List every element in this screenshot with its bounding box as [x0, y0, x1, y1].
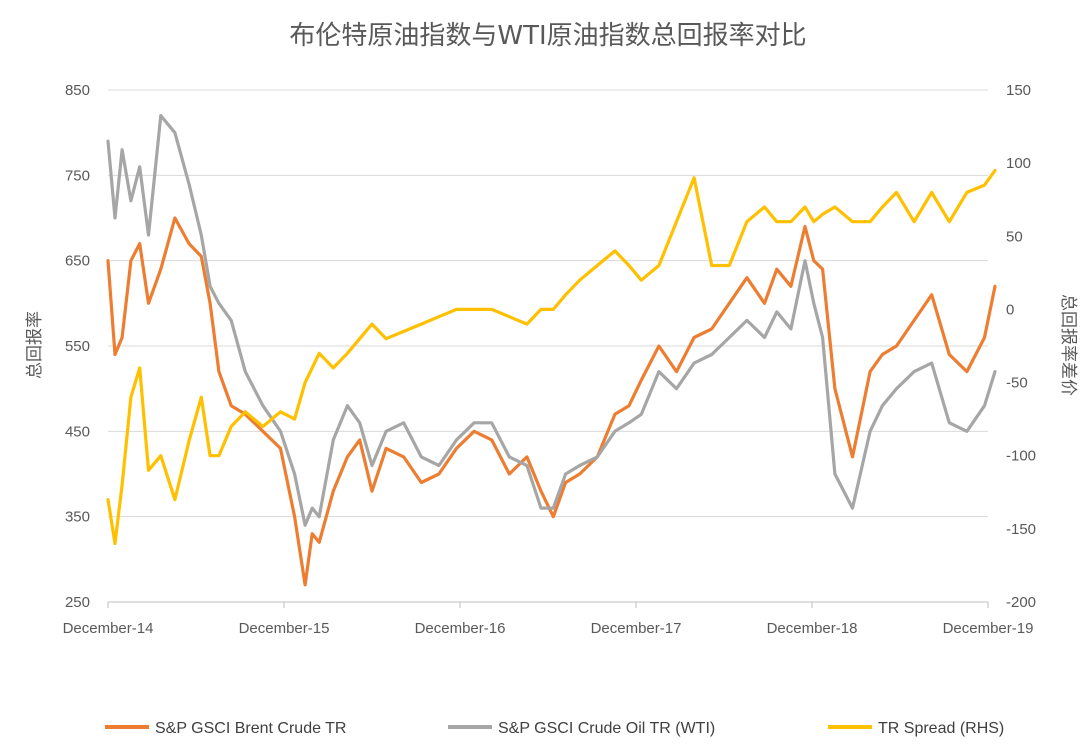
y-tick-label: 550	[65, 338, 90, 355]
y-tick-label: 750	[65, 167, 90, 184]
y-axis-title: 总回报率	[25, 311, 45, 379]
y2-tick-label: -150	[1006, 521, 1036, 538]
x-tick-label: December-16	[415, 620, 506, 637]
y-tick-label: 350	[65, 509, 90, 526]
legend-label: TR Spread (RHS)	[878, 720, 1004, 737]
y2-tick-label: 50	[1006, 228, 1023, 245]
series-line-1	[106, 113, 997, 527]
x-tick-label: December-15	[239, 620, 330, 637]
legend-label: S&P GSCI Crude Oil TR (WTI)	[498, 720, 715, 737]
legend: S&P GSCI Brent Crude TR S&P GSCI Crude Oi…	[105, 720, 1004, 737]
series-line-0	[106, 216, 997, 587]
series-line-2	[106, 168, 997, 546]
y2-tick-label: -100	[1006, 448, 1036, 465]
axes: 250 350 450 550 650 750 850 -200 -150 -100 -50 0 50 1…	[63, 82, 1036, 637]
y2-tick-label: -200	[1006, 594, 1036, 611]
legend-item-2: TR Spread (RHS)	[828, 720, 1004, 737]
x-tick-label: December-17	[591, 620, 682, 637]
legend-item-1: S&P GSCI Crude Oil TR (WTI)	[448, 720, 715, 737]
y-tick-label: 450	[65, 423, 90, 440]
y2-axis-title: 总回报率差价	[1058, 294, 1078, 396]
legend-label: S&P GSCI Brent Crude TR	[155, 720, 346, 737]
x-tick-label: December-18	[767, 620, 858, 637]
gridlines	[108, 89, 988, 518]
y2-tick-label: 150	[1006, 82, 1031, 99]
x-tick-label: December-19	[943, 620, 1034, 637]
y-tick-label: 650	[65, 253, 90, 270]
y2-tick-label: -50	[1006, 375, 1028, 392]
chart-title: 布伦特原油指数与WTI原油指数总回报率对比	[289, 21, 806, 51]
y2-tick-label: 0	[1006, 301, 1014, 318]
x-tick-label: December-14	[63, 620, 154, 637]
series-lines	[106, 113, 997, 587]
y2-tick-label: 100	[1006, 155, 1031, 172]
y-tick-label: 850	[65, 82, 90, 99]
legend-item-0: S&P GSCI Brent Crude TR	[105, 720, 346, 737]
y-tick-label: 250	[65, 594, 90, 611]
